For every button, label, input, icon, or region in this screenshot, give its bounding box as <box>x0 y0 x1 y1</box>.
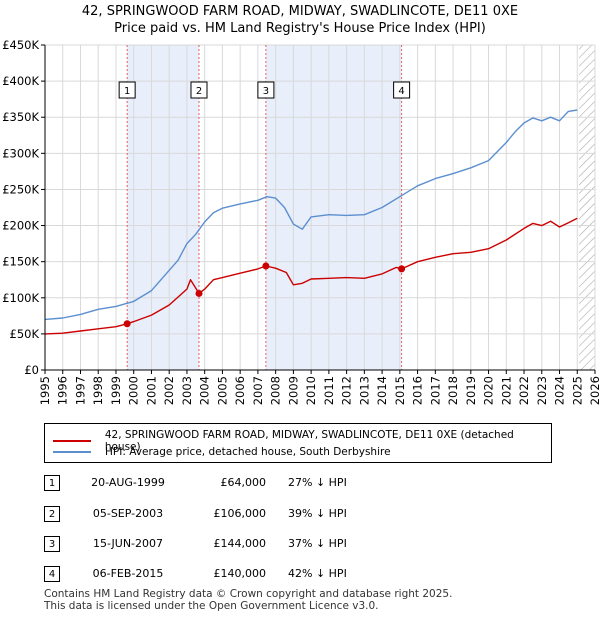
y-tick-label: £350K <box>2 110 39 124</box>
y-tick-label: £400K <box>2 74 39 88</box>
x-tick-label: 2001 <box>144 376 158 405</box>
table-row: 3 15-JUN-2007 £144,000 37% ↓ HPI <box>44 536 384 554</box>
y-tick-label: £300K <box>2 146 39 160</box>
x-tick-label: 2025 <box>570 376 584 405</box>
legend-swatch-red <box>53 440 91 442</box>
transaction-date: 20-AUG-1999 <box>91 476 165 489</box>
transaction-price: £64,000 <box>220 476 267 489</box>
x-tick-label: 2003 <box>180 376 194 405</box>
price-chart: 1 2 3 4 £0 £50K £100K £150K £200K £250K £300K £350K… <box>2 38 600 405</box>
y-tick-label: £50K <box>10 327 40 341</box>
x-tick-label: 2019 <box>464 376 478 405</box>
transaction-number: 2 <box>44 506 60 522</box>
table-row: 1 20-AUG-1999 £64,000 27% ↓ HPI <box>44 475 384 493</box>
transaction-date: 05-SEP-2003 <box>92 507 164 520</box>
legend-label-property: 42, SPRINGWOOD FARM ROAD, MIDWAY, SWADLI… <box>104 429 514 453</box>
transaction-price: £144,000 <box>213 537 267 550</box>
footer-copyright: Contains HM Land Registry data © Crown c… <box>44 588 453 600</box>
x-tick-label: 2005 <box>215 376 229 405</box>
transaction-price: £140,000 <box>213 567 267 580</box>
x-tick-label: 2023 <box>535 376 549 405</box>
transaction-hpi: 27% ↓ HPI <box>288 476 347 489</box>
sale-label-number: 1 <box>124 86 130 97</box>
x-tick-label: 2007 <box>251 376 265 405</box>
x-tick-label: 2026 <box>588 376 600 405</box>
x-tick-label: 1995 <box>38 376 52 405</box>
x-tick-label: 2012 <box>340 376 354 405</box>
y-tick-label: £150K <box>2 255 39 269</box>
transaction-hpi: 42% ↓ HPI <box>288 567 347 580</box>
x-tick-label: 2009 <box>286 376 300 405</box>
x-tick-label: 2006 <box>233 376 247 405</box>
x-tick-label: 1997 <box>73 376 87 405</box>
legend-item-property: 42, SPRINGWOOD FARM ROAD, MIDWAY, SWADLI… <box>53 429 551 453</box>
table-row: 2 05-SEP-2003 £106,000 39% ↓ HPI <box>44 506 384 524</box>
x-tick-label: 2000 <box>127 376 141 405</box>
footer: Contains HM Land Registry data © Crown c… <box>44 588 452 612</box>
x-tick-label: 1998 <box>91 376 105 405</box>
transaction-hpi: 37% ↓ HPI <box>288 537 347 550</box>
sale-label-box <box>190 81 208 99</box>
x-tick-label: 2002 <box>162 376 176 405</box>
transaction-date: 15-JUN-2007 <box>92 537 164 550</box>
sale-label-box <box>118 81 136 99</box>
ownership-shade <box>127 45 199 370</box>
legend-swatch-blue <box>53 451 91 453</box>
y-tick-label: £0 <box>24 363 39 377</box>
transaction-date: 06-FEB-2015 <box>92 567 164 580</box>
sale-label-box <box>393 81 411 99</box>
series-line-property <box>45 217 578 335</box>
x-tick-label: 2015 <box>393 376 407 405</box>
chart-title-line1: 42, SPRINGWOOD FARM ROAD, MIDWAY, SWADLI… <box>81 4 519 19</box>
transaction-number: 1 <box>44 475 60 491</box>
x-tick-label: 2017 <box>428 376 442 405</box>
sale-point <box>398 265 406 273</box>
x-tick-label: 2016 <box>411 376 425 405</box>
y-tick-label: £250K <box>2 182 39 196</box>
x-tick-label: 2014 <box>375 376 389 405</box>
x-tick-label: 2004 <box>198 376 212 405</box>
ownership-shade <box>265 45 402 370</box>
legend-label-hpi: HPI: Average price, detached house, Sout… <box>105 446 391 458</box>
x-tick-label: 2021 <box>499 376 513 405</box>
sale-label-number: 2 <box>196 86 202 97</box>
transaction-number: 3 <box>44 536 60 552</box>
series-line-hpi <box>45 109 578 321</box>
x-tick-label: 2011 <box>322 376 336 405</box>
transaction-number: 4 <box>44 566 60 582</box>
sale-label-box <box>257 81 275 99</box>
footer-licence: This data is licensed under the Open Gov… <box>44 600 379 612</box>
transaction-hpi: 39% ↓ HPI <box>288 507 347 520</box>
x-tick-label: 2010 <box>304 376 318 405</box>
x-tick-label: 1996 <box>56 376 70 405</box>
x-tick-label: 1999 <box>109 376 123 405</box>
x-tick-label: 2024 <box>553 376 567 405</box>
sale-point <box>262 262 270 270</box>
table-row: 4 06-FEB-2015 £140,000 42% ↓ HPI <box>44 566 384 584</box>
x-tick-label: 2018 <box>446 376 460 405</box>
x-tick-label: 2022 <box>517 376 531 405</box>
transaction-price: £106,000 <box>213 507 267 520</box>
x-tick-label: 2008 <box>269 376 283 405</box>
legend-item-hpi: HPI: Average price, detached house, Sout… <box>53 446 391 458</box>
chart-title-line2: Price paid vs. HM Land Registry's House … <box>114 21 486 36</box>
y-tick-label: £200K <box>2 219 39 233</box>
y-tick-label: £450K <box>2 38 39 52</box>
legend: 42, SPRINGWOOD FARM ROAD, MIDWAY, SWADLI… <box>44 423 552 463</box>
x-tick-label: 2020 <box>482 376 496 405</box>
sale-label-number: 3 <box>263 86 269 97</box>
y-tick-label: £100K <box>2 291 39 305</box>
sale-point <box>195 289 203 297</box>
sale-label-number: 4 <box>398 86 404 97</box>
future-hatch <box>579 45 595 370</box>
x-tick-label: 2013 <box>357 376 371 405</box>
sale-point <box>123 320 131 328</box>
